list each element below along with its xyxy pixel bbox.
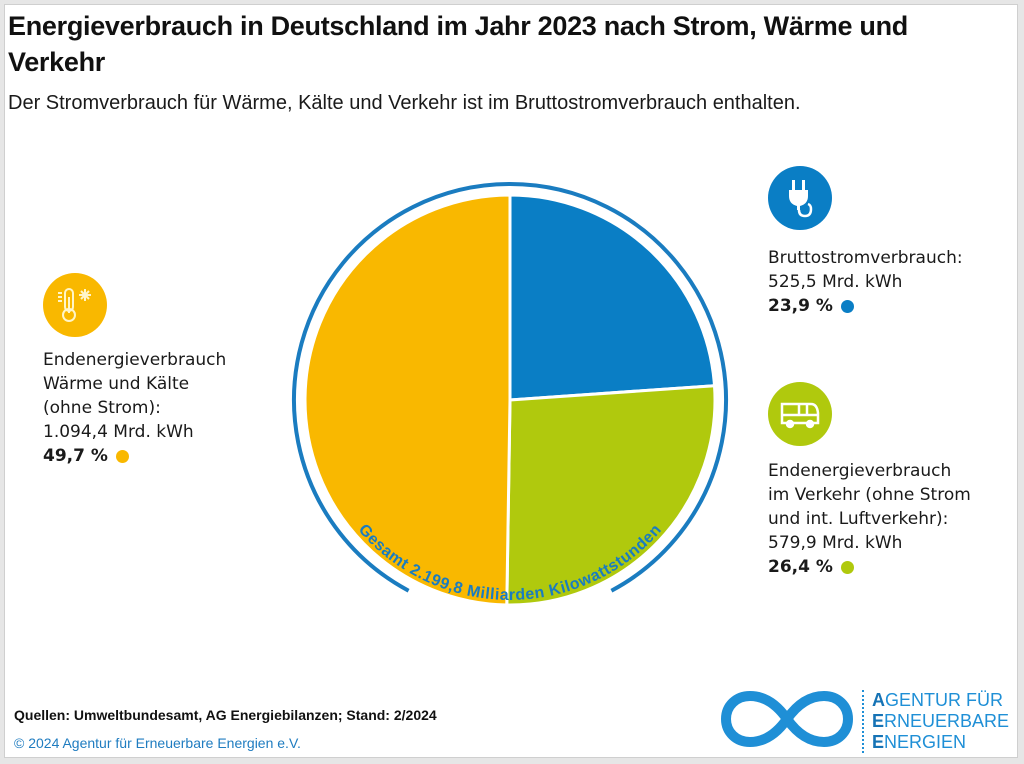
- legend-heat-line: (ohne Strom):: [43, 398, 161, 418]
- legend-electricity-dot: [840, 299, 854, 313]
- legend-heat-line: Endenergieverbrauch: [43, 350, 227, 370]
- page-subtitle: Der Stromverbrauch für Wärme, Kälte und …: [8, 92, 801, 114]
- legend-transport: Endenergieverbrauch im Verkehr (ohne Str…: [768, 459, 971, 579]
- legend-heat-value: 1.094,4 Mrd. kWh: [43, 422, 194, 442]
- electricity-icon-badge: [768, 166, 832, 230]
- transport-icon-badge: [768, 382, 832, 446]
- legend-transport-line: im Verkehr (ohne Strom: [768, 485, 971, 505]
- source-note: Quellen: Umweltbundesamt, AG Energiebila…: [14, 707, 437, 723]
- legend-transport-line: und int. Luftverkehr):: [768, 509, 949, 529]
- pie-outer-ring: [292, 182, 728, 593]
- legend-transport-line: Endenergieverbrauch: [768, 461, 952, 481]
- legend-transport-percent: 26,4 %: [768, 557, 833, 577]
- copyright-note: © 2024 Agentur für Erneuerbare Energien …: [14, 735, 301, 751]
- logo-line: ENERGIEN: [872, 732, 967, 752]
- logo-wordmark: AGENTUR FÜR ERNEUERBARE ENERGIEN: [862, 690, 1009, 753]
- legend-heat-line: Wärme und Kälte: [43, 374, 190, 394]
- pie-slice-2: [303, 193, 512, 607]
- legend-heat-dot: [115, 449, 129, 463]
- legend-electricity-value: 525,5 Mrd. kWh: [768, 272, 903, 292]
- legend-transport-dot: [840, 560, 854, 574]
- legend-transport-percent-row: 26,4 %: [768, 555, 971, 579]
- legend-electricity: Bruttostromverbrauch: 525,5 Mrd. kWh 23,…: [768, 246, 963, 318]
- infinity-logo-icon: [720, 690, 854, 748]
- legend-electricity-line: Bruttostromverbrauch:: [768, 248, 963, 268]
- pie-chart: Gesamt 2.199,8 Milliarden Kilowattstunde…: [292, 182, 728, 607]
- legend-heat-percent-row: 49,7 %: [43, 444, 226, 468]
- thermometer-snowflake-icon: [58, 288, 91, 322]
- legend-transport-value: 579,9 Mrd. kWh: [768, 533, 903, 553]
- legend-heat: Endenergieverbrauch Wärme und Kälte (ohn…: [43, 348, 226, 468]
- pie-slice-0: [508, 193, 717, 402]
- logo-line: AGENTUR FÜR: [872, 690, 1003, 710]
- page-title: Energieverbrauch in Deutschland im Jahr …: [8, 11, 908, 77]
- legend-electricity-percent-row: 23,9 %: [768, 294, 963, 318]
- heat-icon-badge: [43, 273, 107, 337]
- plug-icon: [789, 180, 813, 218]
- pie-slice-1: [505, 384, 717, 607]
- legend-heat-percent: 49,7 %: [43, 446, 108, 466]
- logo-line: ERNEUERBARE: [872, 711, 1010, 731]
- bus-icon: [780, 402, 820, 429]
- legend-electricity-percent: 23,9 %: [768, 296, 833, 316]
